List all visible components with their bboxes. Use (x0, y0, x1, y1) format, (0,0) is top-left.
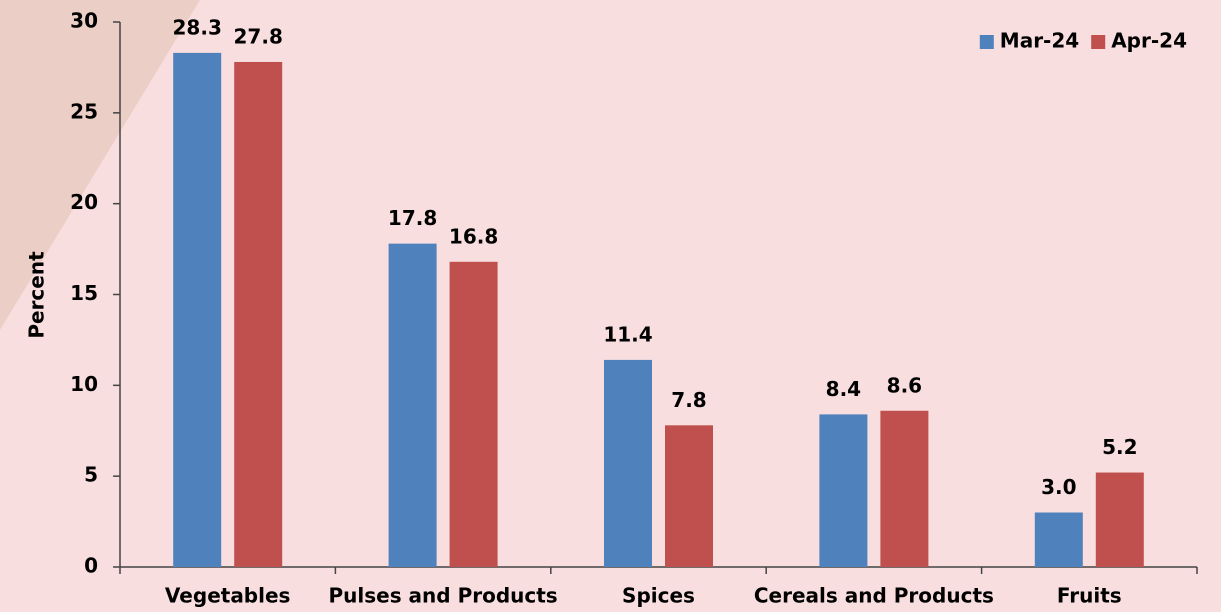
x-tick-label: Spices (622, 584, 695, 608)
bar (1095, 472, 1144, 567)
x-tick-label: Vegetables (165, 584, 291, 608)
y-tick-label: 20 (70, 190, 98, 214)
x-tick-label: Fruits (1057, 584, 1122, 608)
value-label: 8.4 (826, 377, 861, 401)
y-tick-label: 10 (70, 372, 98, 396)
y-tick-label: 25 (70, 99, 98, 123)
value-label: 17.8 (388, 206, 437, 230)
y-axis-title: Percent (25, 251, 49, 339)
y-tick-label: 15 (70, 281, 98, 305)
value-label: 27.8 (234, 24, 283, 48)
value-label: 11.4 (603, 322, 652, 346)
bar (880, 410, 929, 567)
bar (819, 414, 868, 567)
legend-swatch (1091, 35, 1106, 49)
legend-label: Mar-24 (1000, 29, 1079, 53)
x-tick-label: Pulses and Products (328, 584, 557, 608)
bar (1034, 512, 1083, 567)
y-tick-label: 0 (84, 554, 98, 578)
background-decoration (0, 0, 200, 330)
bar (388, 243, 437, 567)
value-label: 5.2 (1102, 435, 1137, 459)
legend-label: Apr-24 (1111, 29, 1187, 53)
bar (604, 359, 652, 567)
value-label: 7.8 (671, 388, 706, 412)
bar (234, 61, 283, 567)
value-label: 8.6 (887, 373, 922, 397)
bar (173, 52, 222, 567)
value-label: 16.8 (449, 224, 498, 248)
value-label: 28.3 (173, 15, 222, 39)
x-tick-label: Cereals and Products (754, 584, 994, 608)
bar (449, 261, 498, 567)
legend-swatch (979, 35, 994, 49)
y-tick-label: 5 (84, 463, 98, 487)
bar (665, 425, 713, 567)
value-label: 3.0 (1041, 475, 1076, 499)
y-tick-label: 30 (70, 9, 98, 33)
